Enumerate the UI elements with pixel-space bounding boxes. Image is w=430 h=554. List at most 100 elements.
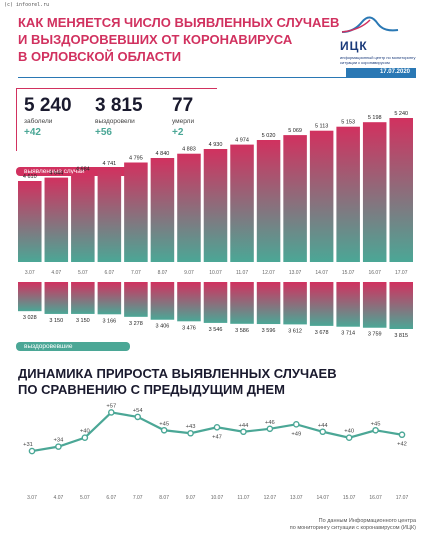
date-tick-label: 3.07 (25, 270, 35, 276)
cases-series-label: выявленные случаи (16, 167, 130, 176)
recovered-value-label: 3 678 (315, 330, 329, 336)
date-tick-label: 16.07 (369, 495, 382, 501)
date-badge: 17.07.2020 (346, 68, 416, 77)
increment-point (266, 425, 274, 433)
date-tick-label: 17.07 (395, 270, 408, 276)
footer-source: По данным Информационного центра по мони… (290, 518, 416, 532)
cases-value-label: 4 644 (49, 171, 63, 177)
stat-cases-delta: +42 (24, 127, 41, 138)
date-tick-label: 11.07 (236, 270, 248, 276)
cases-bar (309, 130, 334, 262)
cases-value-label: 5 113 (315, 124, 328, 130)
increment-value-label: +40 (80, 429, 90, 435)
stat-recovered-value: 3 815 (95, 95, 143, 116)
recovered-value-label: 3 166 (102, 318, 116, 324)
cases-bar (203, 149, 228, 262)
date-tick-label: 9.07 (186, 495, 196, 501)
recovered-value-label: 3 815 (394, 333, 408, 339)
cases-value-label: 4 883 (182, 147, 196, 153)
recovered-value-label: 3 150 (49, 318, 63, 324)
cases-bar (283, 135, 307, 262)
recovered-value-label: 3 150 (76, 318, 90, 324)
increment-point (134, 413, 142, 421)
increment-point (81, 434, 89, 442)
recovered-bar (283, 282, 307, 325)
recovered-value-label: 3 759 (368, 332, 382, 338)
increment-value-label: +44 (318, 423, 329, 429)
logo: ИЦК информационный центр по мониторингу … (340, 14, 416, 74)
stat-recovered-delta: +56 (95, 127, 112, 138)
recovered-bar (150, 282, 175, 320)
increment-value-label: +57 (106, 403, 116, 409)
date-tick-label: 8.07 (158, 270, 168, 276)
increment-point (187, 429, 194, 437)
cases-value-label: 5 240 (394, 111, 408, 117)
cases-bar (150, 158, 175, 262)
increment-point (398, 431, 406, 439)
stat-deaths-value: 77 (172, 95, 194, 116)
stat-cases-label: заболели (24, 118, 53, 125)
recovered-bar (97, 282, 122, 315)
recovered-value-label: 3 278 (129, 321, 143, 327)
increment-value-label: +46 (265, 420, 275, 426)
cases-value-label: 4 741 (102, 161, 116, 167)
cases-bar (71, 173, 95, 262)
increment-point (240, 428, 247, 436)
increment-value-label: +43 (186, 424, 196, 430)
increment-value-label: +40 (344, 429, 354, 435)
title-line-1: КАК МЕНЯЕТСЯ ЧИСЛО ВЫЯВЛЕННЫХ СЛУЧАЕВ (18, 15, 340, 30)
copyright: (с) infoorel.ru (4, 2, 50, 8)
cases-value-label: 5 153 (341, 120, 355, 126)
recovered-bar (256, 282, 281, 325)
cases-value-label: 4 610 (23, 174, 37, 180)
recovered-bar (309, 282, 334, 326)
cases-value-label: 5 069 (288, 128, 302, 134)
recovered-bar (362, 282, 387, 328)
increment-value-label: +49 (291, 431, 301, 437)
cases-bar (230, 144, 254, 262)
date-tick-label: 12.07 (264, 495, 277, 501)
increment-point (345, 434, 353, 442)
recovered-bar (71, 282, 95, 314)
cases-bar (336, 126, 360, 262)
logo-name: ИЦК (340, 39, 368, 53)
recovered-bar (18, 282, 42, 312)
date-tick-label: 4.07 (54, 495, 64, 501)
recovered-bar (124, 282, 148, 317)
date-tick-label: 12.07 (262, 270, 275, 276)
title-line-2: И ВЫЗДОРОВЕВШИХ ОТ КОРОНАВИРУСА (18, 32, 293, 47)
dynamics-title-line-2: ПО СРАВНЕНИЮ С ПРЕДЫДУЩИМ ДНЕМ (18, 382, 285, 397)
date-tick-label: 11.07 (237, 495, 249, 501)
recovered-bar (336, 282, 360, 327)
page-title: КАК МЕНЯЕТСЯ ЧИСЛО ВЫЯВЛЕННЫХ СЛУЧАЕВ И … (18, 14, 340, 65)
recovered-value-label: 3 028 (23, 315, 37, 321)
recovered-value-label: 3 586 (235, 328, 249, 334)
cases-value-label: 4 684 (76, 167, 90, 173)
date-tick-label: 7.07 (131, 270, 141, 276)
date-tick-label: 16.07 (368, 270, 381, 276)
date-tick-label: 15.07 (343, 495, 356, 501)
cases-value-label: 5 020 (262, 133, 276, 139)
increment-point (319, 428, 327, 436)
date-tick-label: 9.07 (184, 270, 194, 276)
title-line-3: В ОРЛОВСКОЙ ОБЛАСТИ (18, 49, 182, 64)
stats-box (16, 88, 217, 151)
recovered-bar (230, 282, 254, 324)
increment-point (160, 426, 168, 434)
logo-wave-icon (341, 16, 399, 33)
date-tick-label: 10.07 (209, 270, 222, 276)
date-tick-label: 13.07 (289, 270, 302, 276)
increment-point (372, 426, 379, 434)
recovered-bar (177, 282, 201, 322)
date-tick-label: 14.07 (315, 270, 328, 276)
recovered-value-label: 3 714 (341, 331, 355, 337)
cases-value-label: 4 795 (129, 156, 143, 162)
recovered-value-label: 3 596 (262, 328, 276, 334)
recovered-value-label: 3 612 (288, 328, 302, 334)
date-tick-label: 3.07 (27, 495, 37, 501)
recovered-bar (44, 282, 69, 314)
stat-recovered-label: выздоровели (95, 118, 135, 125)
cases-bar (18, 181, 42, 262)
stat-cases-value: 5 240 (24, 95, 72, 116)
